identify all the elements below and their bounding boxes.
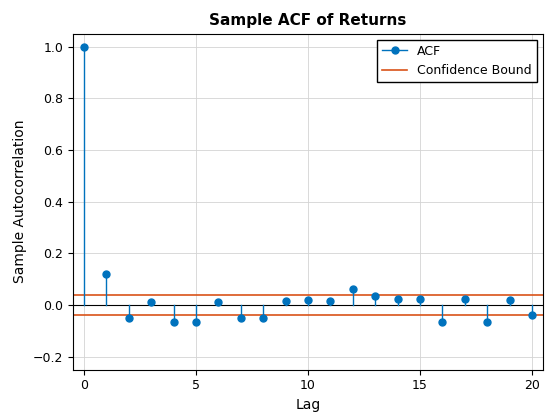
- ACF: [282, 299, 289, 304]
- ACF: [327, 299, 334, 304]
- ACF: [394, 296, 401, 301]
- ACF: [81, 44, 87, 49]
- ACF: [349, 286, 356, 291]
- Legend: ACF, Confidence Bound: ACF, Confidence Bound: [377, 40, 537, 82]
- Y-axis label: Sample Autocorrelation: Sample Autocorrelation: [13, 120, 27, 284]
- ACF: [260, 315, 267, 320]
- ACF: [372, 294, 379, 299]
- ACF: [193, 319, 199, 324]
- ACF: [506, 297, 513, 302]
- ACF: [148, 300, 155, 305]
- X-axis label: Lag: Lag: [295, 398, 321, 412]
- ACF: [529, 313, 535, 318]
- ACF: [215, 300, 222, 305]
- Title: Sample ACF of Returns: Sample ACF of Returns: [209, 13, 407, 28]
- ACF: [461, 296, 468, 301]
- ACF: [103, 271, 110, 276]
- Line: ACF: ACF: [81, 43, 535, 325]
- ACF: [170, 319, 177, 324]
- ACF: [125, 315, 132, 320]
- ACF: [439, 319, 446, 324]
- ACF: [305, 297, 311, 302]
- ACF: [484, 319, 491, 324]
- ACF: [417, 296, 423, 301]
- Confidence Bound: [103, 293, 110, 298]
- Confidence Bound: [81, 293, 87, 298]
- ACF: [237, 315, 244, 320]
